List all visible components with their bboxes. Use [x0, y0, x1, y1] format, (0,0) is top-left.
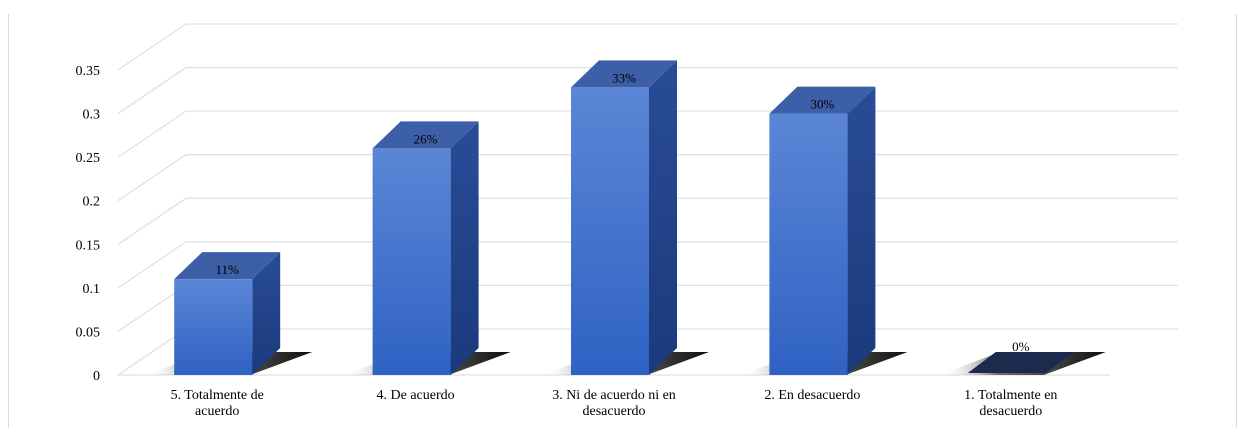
- x-tick-label: 2. En desacuerdo: [764, 388, 860, 403]
- y-tick-label: 0.05: [76, 325, 101, 340]
- gridline-diagonal: [117, 197, 187, 245]
- bar-side: [450, 121, 479, 375]
- x-tick-label-line: 1. Totalmente en: [964, 388, 1057, 403]
- x-tick-label-line: 4. De acuerdo: [377, 388, 455, 403]
- y-tick-label: 0.2: [83, 195, 101, 210]
- x-tick-label-line: 3. Ni de acuerdo ni en: [552, 388, 676, 403]
- bar-group: [344, 121, 511, 375]
- y-tick-label: 0.25: [76, 151, 101, 166]
- gridline-diagonal: [117, 23, 187, 71]
- bar: [967, 352, 1074, 373]
- gridlines: [117, 23, 1178, 376]
- data-label: 30%: [810, 97, 834, 112]
- x-tick-label: 4. De acuerdo: [377, 388, 455, 403]
- bar-top: [372, 121, 479, 149]
- x-tick-label-line: desacuerdo: [979, 404, 1042, 419]
- gridline-diagonal: [117, 241, 187, 289]
- data-label: 33%: [612, 70, 636, 85]
- bar-group: [146, 252, 313, 375]
- y-tick-label: 0.15: [76, 238, 101, 253]
- bar-group: [543, 60, 709, 376]
- bar: [372, 148, 451, 375]
- bar-group: [741, 86, 908, 376]
- bar-side: [649, 60, 677, 376]
- data-label: 0%: [1012, 339, 1030, 354]
- x-tick-label: 1. Totalmente en desacuerdo: [964, 388, 1057, 419]
- x-tick-label-line: acuerdo: [195, 404, 239, 419]
- gridline-diagonal: [117, 110, 187, 158]
- bar-side: [847, 86, 876, 376]
- data-label: 26%: [414, 131, 438, 146]
- bar-side: [252, 252, 281, 375]
- gridline-diagonal: [117, 67, 187, 114]
- y-tick-label: 0: [93, 369, 100, 384]
- bar: [571, 87, 649, 375]
- x-tick-label-line: desacuerdo: [583, 404, 646, 419]
- bar-top: [571, 60, 677, 88]
- bar: [174, 279, 253, 375]
- bars: [146, 60, 1106, 376]
- x-tick-label-line: 2. En desacuerdo: [764, 388, 860, 403]
- data-label: 11%: [216, 262, 240, 277]
- x-tick-label: 3. Ni de acuerdo ni en desacuerdo: [552, 388, 676, 419]
- bar-group: [939, 352, 1106, 375]
- y-tick-label: 0.35: [76, 64, 101, 79]
- chart-frame: [8, 14, 1237, 428]
- gridline-diagonal: [117, 154, 187, 202]
- labels: 11% 5. Totalmente de acuerdo 26% 4. De acuer…: [171, 70, 1058, 419]
- x-tick-label-line: 5. Totalmente de: [171, 388, 264, 403]
- x-tick-label: 5. Totalmente de acuerdo: [171, 388, 264, 419]
- y-tick-label: 0.3: [83, 108, 101, 123]
- bar: [769, 113, 848, 376]
- y-tick-label: 0.1: [83, 282, 101, 297]
- bar-top: [769, 86, 876, 114]
- bar-top: [174, 252, 281, 280]
